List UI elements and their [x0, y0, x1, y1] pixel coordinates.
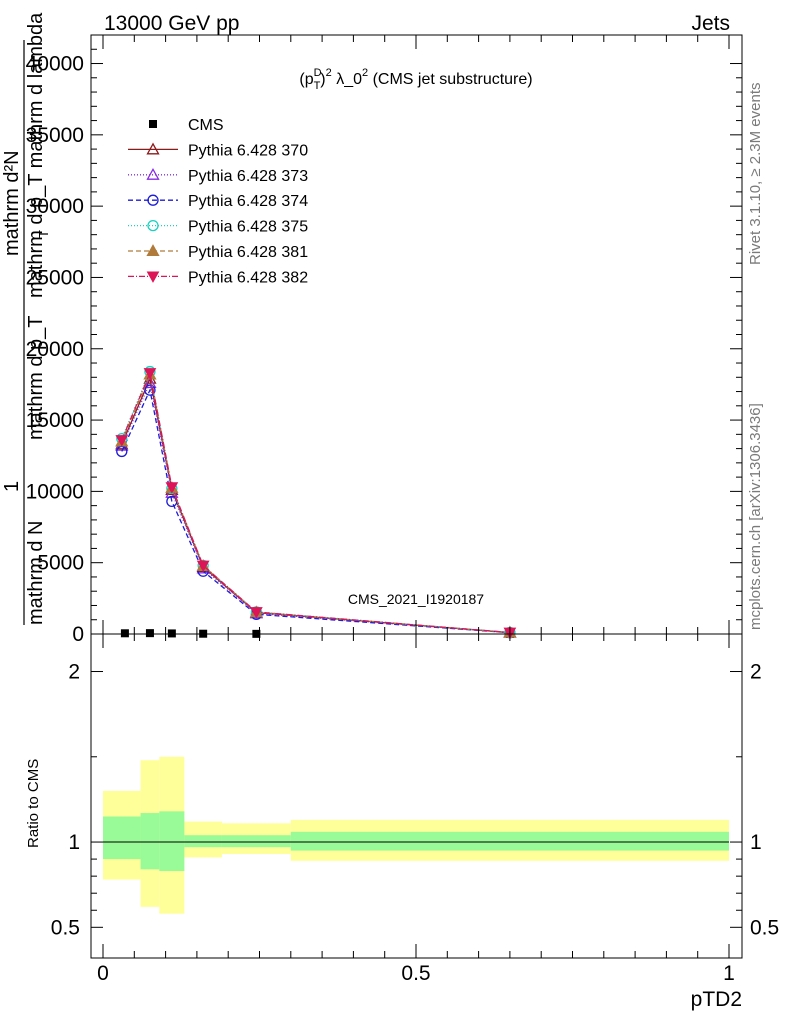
- rivet-version-label: Rivet 3.1.10, ≥ 2.3M events: [747, 83, 764, 266]
- main-ylabel-dn: mathrm d N: [25, 521, 47, 625]
- ratio-stat-band: [103, 816, 141, 860]
- series-line-2: [121, 380, 510, 634]
- main-y-tick-label: 25000: [26, 266, 84, 289]
- legend-marker-3: [147, 194, 159, 206]
- ratio-plot-frame: [90, 633, 743, 959]
- legend-marker-0: [149, 120, 157, 128]
- main-y-axis-label: mathrm d²N mathrm d p_T mathrm d lambda …: [1, 12, 51, 625]
- legend: CMS Pythia 6.428 370 Pythia 6.428 373 Pythi…: [128, 117, 308, 286]
- main-y-axis: 0 5000 10000 15000 20000 25000 30000 35000 40000: [26, 34, 742, 646]
- series-point-6: [250, 607, 263, 619]
- ratio-y-tick-label-right: 0.5: [750, 916, 779, 939]
- ratio-stat-band: [290, 831, 729, 851]
- legend-label-4: Pythia 6.428 375: [188, 219, 308, 236]
- main-y-tick-label: 30000: [26, 195, 84, 218]
- ratio-stat-band: [221, 835, 291, 848]
- legend-marker-6: [146, 271, 160, 283]
- ratio-y-tick-label-right: 2: [750, 661, 762, 684]
- ratio-stat-band: [159, 811, 185, 872]
- series-point-6: [115, 435, 129, 447]
- ratio-plot-area: [103, 756, 729, 914]
- main-ylabel-denominator: mathrm d p_T mathrm d lambda: [25, 12, 47, 298]
- main-y-tick-label: 20000: [26, 338, 84, 361]
- main-y-tick-label: 0: [72, 623, 84, 646]
- main-y-tick-label: 40000: [26, 53, 84, 76]
- legend-label-5: Pythia 6.428 381: [188, 244, 308, 261]
- series-point-0: [120, 629, 129, 638]
- ratio-y-tick-label-right: 1: [750, 831, 762, 854]
- series-point-6: [143, 368, 157, 380]
- series-point-3: [144, 384, 156, 396]
- main-ylabel-sub-t: T: [36, 230, 51, 238]
- legend-marker-2: [146, 167, 160, 180]
- legend-marker-5: [146, 244, 160, 257]
- legend-label-2: Pythia 6.428 373: [188, 168, 308, 185]
- header-jets-label: Jets: [691, 12, 730, 35]
- main-series-group: [115, 365, 517, 640]
- legend-label-0: CMS: [188, 117, 224, 134]
- series-point-0: [167, 629, 176, 638]
- main-y-tick-label: 15000: [26, 409, 84, 432]
- series-point-6: [196, 560, 210, 573]
- series-point-0: [145, 629, 154, 638]
- main-y-tick-label: 10000: [26, 480, 84, 503]
- main-ylabel-dpt: mathrm d p_T: [25, 316, 47, 440]
- ratio-y-tick-label: 0.5: [51, 916, 80, 939]
- ratio-y-axis: 0.5 0.5 1 1 2 2: [51, 661, 779, 940]
- ratio-stat-band: [184, 835, 222, 848]
- legend-marker-1: [146, 142, 160, 155]
- ratio-y-tick-label: 2: [68, 661, 80, 684]
- main-title: (pD T)2 λ_02 (CMS jet substructure): [299, 67, 532, 92]
- mcplots-credit-label: mcplots.cern.ch [arXiv:1306.3436]: [747, 403, 764, 630]
- ratio-y-axis-label: Ratio to CMS: [25, 759, 42, 848]
- header-energy-label: 13000 GeV pp: [104, 12, 239, 35]
- main-y-tick-label: 5000: [37, 552, 84, 575]
- x-axis-label: pTD2: [691, 988, 742, 1011]
- legend-label-1: Pythia 6.428 370: [188, 142, 308, 159]
- main-ylabel-one: 1: [1, 481, 23, 492]
- watermark-label: CMS_2021_I1920187: [348, 591, 484, 607]
- series-line-6: [121, 370, 510, 634]
- x-tick-label: 1: [723, 962, 735, 985]
- legend-label-6: Pythia 6.428 382: [188, 269, 308, 286]
- ratio-y-tick-label: 1: [68, 831, 80, 854]
- x-axis: 0 0.5 1: [97, 634, 735, 985]
- legend-label-3: Pythia 6.428 374: [188, 193, 308, 210]
- x-tick-label: 0.5: [401, 962, 430, 985]
- x-tick-label: 0: [97, 962, 109, 985]
- series-point-6: [165, 482, 179, 494]
- legend-marker-4: [147, 219, 159, 232]
- series-line-3: [121, 388, 510, 634]
- ratio-stat-band: [140, 813, 160, 870]
- main-ylabel-numerator: mathrm d²N: [1, 150, 23, 256]
- main-y-tick-label: 35000: [26, 124, 84, 147]
